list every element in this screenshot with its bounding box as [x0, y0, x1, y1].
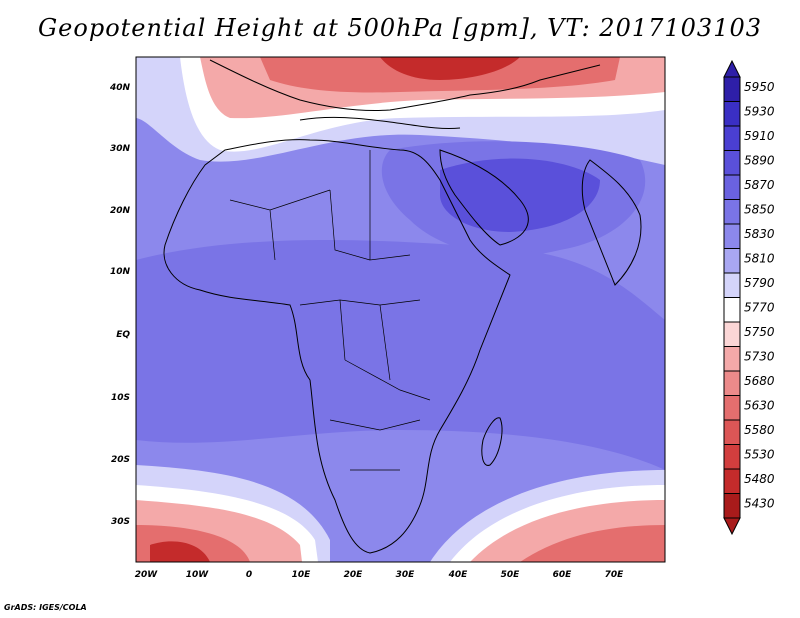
colorbar-swatch: [723, 297, 741, 323]
europe-coast: [209, 59, 601, 111]
colorbar-arrow-bottom: [723, 517, 741, 536]
colorbar-swatch: [723, 174, 741, 200]
map-title: Geopotential Height at 500hPa [gpm], VT:…: [38, 14, 762, 42]
lon-tick-40e: 40E: [448, 570, 469, 580]
coastlines: [163, 59, 642, 554]
lat-tick-10s: 10S: [111, 393, 130, 403]
lat-tick-20s: 20S: [111, 455, 130, 465]
lat-tick-30n: 30N: [110, 144, 131, 154]
colorbar-label: 5870: [744, 178, 775, 192]
colorbar-swatch: [723, 125, 741, 151]
colorbar-swatch: [723, 199, 741, 225]
lat-tick-eq: EQ: [116, 330, 130, 340]
madagascar-coast: [481, 417, 503, 466]
colorbar-label: 5680: [744, 374, 775, 388]
colorbar-swatch: [723, 493, 741, 519]
colorbar-swatch: [723, 321, 741, 347]
colorbar-label: 5850: [744, 203, 775, 217]
colorbar-label: 5790: [744, 276, 775, 290]
lon-tick-20e: 20E: [344, 570, 364, 580]
longitude-axis: 20W 10W 0 10E 20E 30E 40E 50E 60E 70E: [135, 570, 624, 580]
lon-tick-10w: 10W: [186, 570, 210, 580]
colorbar-label: 5890: [744, 154, 775, 168]
map-plot-area: [135, 56, 666, 563]
colorbar: 5950 5930 5910 5890 5870 5850 5830 5810 5790 5770…: [723, 59, 775, 536]
arabia-high-core: [440, 158, 600, 232]
lon-tick-50e: 50E: [501, 570, 521, 580]
colorbar-label: 5950: [744, 80, 775, 94]
colorbar-swatch: [723, 468, 741, 494]
tropical-belt: [136, 240, 665, 470]
colorbar-label: 5910: [744, 129, 775, 143]
lat-tick-40n: 40N: [109, 83, 131, 93]
colorbar-swatch: [723, 223, 741, 249]
africa-coast: [163, 139, 511, 554]
lon-tick-20w: 20W: [135, 570, 159, 580]
colorbar-label: 5830: [744, 227, 775, 241]
north-deep-red: [380, 57, 520, 80]
country-borders: [229, 150, 431, 471]
colorbar-label: 5810: [744, 252, 775, 266]
colorbar-swatch: [723, 370, 741, 396]
lat-tick-20n: 20N: [110, 206, 131, 216]
grads-credit: GrADS: IGES/COLA: [4, 603, 87, 612]
lon-tick-10e: 10E: [292, 570, 312, 580]
colorbar-label: 5750: [744, 325, 775, 339]
colorbar-label: 5930: [744, 105, 775, 119]
colorbar-label: 5530: [744, 448, 775, 462]
colorbar-label: 5480: [744, 472, 775, 486]
south-deep-red-west: [150, 541, 210, 562]
latitude-axis: 40N 30N 20N 10N EQ 10S 20S 30S: [109, 83, 131, 527]
map-frame: [135, 56, 666, 563]
colorbar-swatch: [723, 272, 741, 298]
colorbar-label: 5730: [744, 350, 775, 364]
mediterranean-coast: [299, 116, 461, 130]
lat-tick-30s: 30S: [111, 517, 130, 527]
colorbar-label: 5580: [744, 423, 775, 437]
arabia-coast: [439, 149, 529, 246]
colorbar-label: 5630: [744, 399, 775, 413]
colorbar-swatch: [723, 150, 741, 176]
colorbar-swatch: [723, 395, 741, 421]
lon-tick-30e: 30E: [396, 570, 416, 580]
colorbar-label: 5430: [744, 497, 775, 511]
lon-tick-60e: 60E: [553, 570, 573, 580]
lon-tick-70e: 70E: [605, 570, 625, 580]
colorbar-swatch: [723, 101, 741, 127]
india-coast: [581, 159, 642, 286]
lon-tick-0: 0: [246, 570, 252, 580]
colorbar-swatch: [723, 248, 741, 274]
colorbar-swatch: [723, 76, 741, 102]
colorbar-swatch: [723, 444, 741, 470]
lat-tick-10n: 10N: [110, 267, 131, 277]
colorbar-label: 5770: [744, 301, 775, 315]
colorbar-swatch: [723, 346, 741, 372]
colorbar-swatch: [723, 419, 741, 445]
colorbar-arrow-top: [723, 59, 741, 78]
south-mid-red-east: [520, 525, 665, 562]
